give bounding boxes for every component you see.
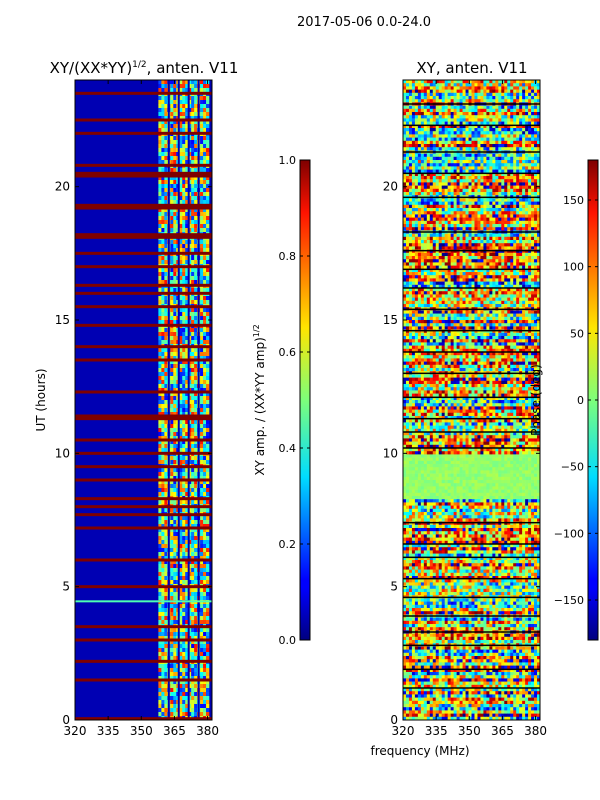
left-ytick-label: 15	[55, 313, 70, 327]
left-xtick-label: 335	[97, 724, 120, 738]
left-panel: XY/(XX*YY)1/2, anten. V11 320 335 350 365 38…	[34, 59, 238, 738]
right-colorbar: −150 −100 −50 0 50 100 150 Phase (deg)	[529, 159, 599, 641]
left-xtick-label: 320	[64, 724, 87, 738]
left-colorbar-tick-label: 0.2	[279, 538, 297, 551]
right-colorbar-tick-label: 100	[563, 261, 584, 274]
right-colorbar-tick-label: 50	[570, 327, 584, 340]
right-xtick-label: 335	[425, 724, 448, 738]
left-heatmap	[75, 80, 212, 720]
right-colorbar-tick-label: −50	[561, 461, 584, 474]
right-plot-frame	[402, 79, 541, 721]
left-ylabel: UT (hours)	[34, 368, 48, 431]
left-ytick-label: 5	[62, 580, 70, 594]
left-ytick-label: 0	[62, 713, 70, 727]
right-panel: XY, anten. V11 320 335 350 365 380 0 5 10 15 20	[383, 59, 547, 738]
left-plot-frame	[74, 79, 213, 721]
figure-title: 2017-05-06 0.0-24.0	[297, 15, 431, 30]
left-axis-ticks: 320 335 350 365 380 0 5 10 15 20	[55, 80, 219, 738]
right-colorbar-tick-label: 150	[563, 194, 584, 207]
right-panel-title: XY, anten. V11	[416, 59, 527, 77]
left-colorbar-tick-label: 0.6	[279, 346, 297, 359]
right-axis-ticks: 320 335 350 365 380 0 5 10 15 20	[383, 80, 547, 738]
left-colorbar-tick-label: 0.0	[279, 634, 297, 647]
left-colorbar-gradient	[299, 159, 311, 641]
right-colorbar-tick-label: 0	[577, 394, 584, 407]
right-ytick-label: 0	[390, 713, 398, 727]
left-xtick-label: 365	[163, 724, 186, 738]
left-ytick-label: 20	[55, 180, 70, 194]
right-xtick-label: 320	[392, 724, 415, 738]
left-panel-title: XY/(XX*YY)1/2, anten. V11	[50, 59, 239, 77]
right-colorbar-tick-label: −150	[554, 594, 584, 607]
right-xtick-label: 365	[491, 724, 514, 738]
left-colorbar-tick-label: 1.0	[279, 154, 297, 167]
right-ytick-label: 20	[383, 180, 398, 194]
right-ytick-label: 10	[383, 446, 398, 460]
left-ytick-label: 10	[55, 446, 70, 460]
left-colorbar-tick-label: 0.8	[279, 250, 297, 263]
right-ytick-label: 15	[383, 313, 398, 327]
left-colorbar-tick-label: 0.4	[279, 442, 297, 455]
right-colorbar-tick-label: −100	[554, 527, 584, 540]
left-colorbar-ticks: 0.0 0.2 0.4 0.6 0.8 1.0	[279, 154, 310, 647]
right-colorbar-ticks: −150 −100 −50 0 50 100 150	[554, 194, 598, 607]
left-xtick-label: 380	[196, 724, 219, 738]
right-heatmap	[403, 80, 540, 720]
shared-xlabel: frequency (MHz)	[370, 744, 469, 758]
left-xtick-label: 350	[130, 724, 153, 738]
left-colorbar: 0.0 0.2 0.4 0.6 0.8 1.0 XY amp. / (XX*YY amp)…	[252, 154, 311, 647]
right-xtick-label: 380	[524, 724, 547, 738]
right-ytick-label: 5	[390, 580, 398, 594]
right-colorbar-label: Phase (deg)	[529, 364, 543, 436]
right-xtick-label: 350	[458, 724, 481, 738]
left-colorbar-label: XY amp. / (XX*YY amp)1/2	[252, 324, 267, 475]
